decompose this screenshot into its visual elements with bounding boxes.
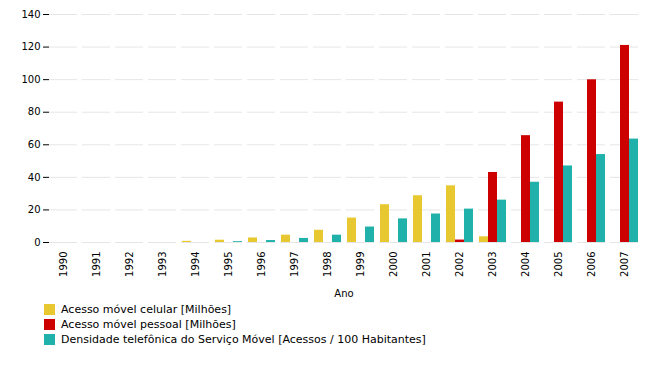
svg-text:2005: 2005 <box>553 252 564 277</box>
svg-text:2002: 2002 <box>454 252 465 277</box>
svg-text:0: 0 <box>34 237 40 248</box>
svg-text:Ano: Ano <box>334 288 353 299</box>
svg-text:1997: 1997 <box>289 252 300 277</box>
svg-text:60: 60 <box>28 139 41 150</box>
svg-text:2006: 2006 <box>586 252 597 277</box>
svg-text:1992: 1992 <box>124 252 135 277</box>
svg-text:2000: 2000 <box>388 252 399 277</box>
svg-text:1991: 1991 <box>91 252 102 277</box>
svg-text:1994: 1994 <box>190 252 201 277</box>
svg-text:80: 80 <box>28 106 41 117</box>
svg-text:120: 120 <box>21 41 40 52</box>
html-text:Acesso móvel celular [Milhões]: Acesso móvel celular [Milhões] <box>61 303 232 316</box>
svg-text:1990: 1990 <box>58 252 69 277</box>
svg-text:2003: 2003 <box>487 252 498 277</box>
svg-text:2001: 2001 <box>421 252 432 277</box>
svg-text:1999: 1999 <box>355 252 366 277</box>
svg-text:140: 140 <box>21 9 40 20</box>
html-text:Densidade telefônica do Serviç: Densidade telefônica do Serviço Móvel [A… <box>61 333 426 346</box>
svg-text:100: 100 <box>21 74 40 85</box>
svg-text:1995: 1995 <box>223 252 234 277</box>
svg-text:1993: 1993 <box>157 252 168 277</box>
svg-text:2007: 2007 <box>619 252 630 277</box>
svg-text:2004: 2004 <box>520 252 531 277</box>
svg-text:20: 20 <box>28 204 41 215</box>
svg-text:1996: 1996 <box>256 252 267 277</box>
svg-text:1998: 1998 <box>322 252 333 277</box>
svg-text:40: 40 <box>28 172 41 183</box>
html-text:Acesso móvel pessoal [Milhões]: Acesso móvel pessoal [Milhões] <box>61 318 236 331</box>
